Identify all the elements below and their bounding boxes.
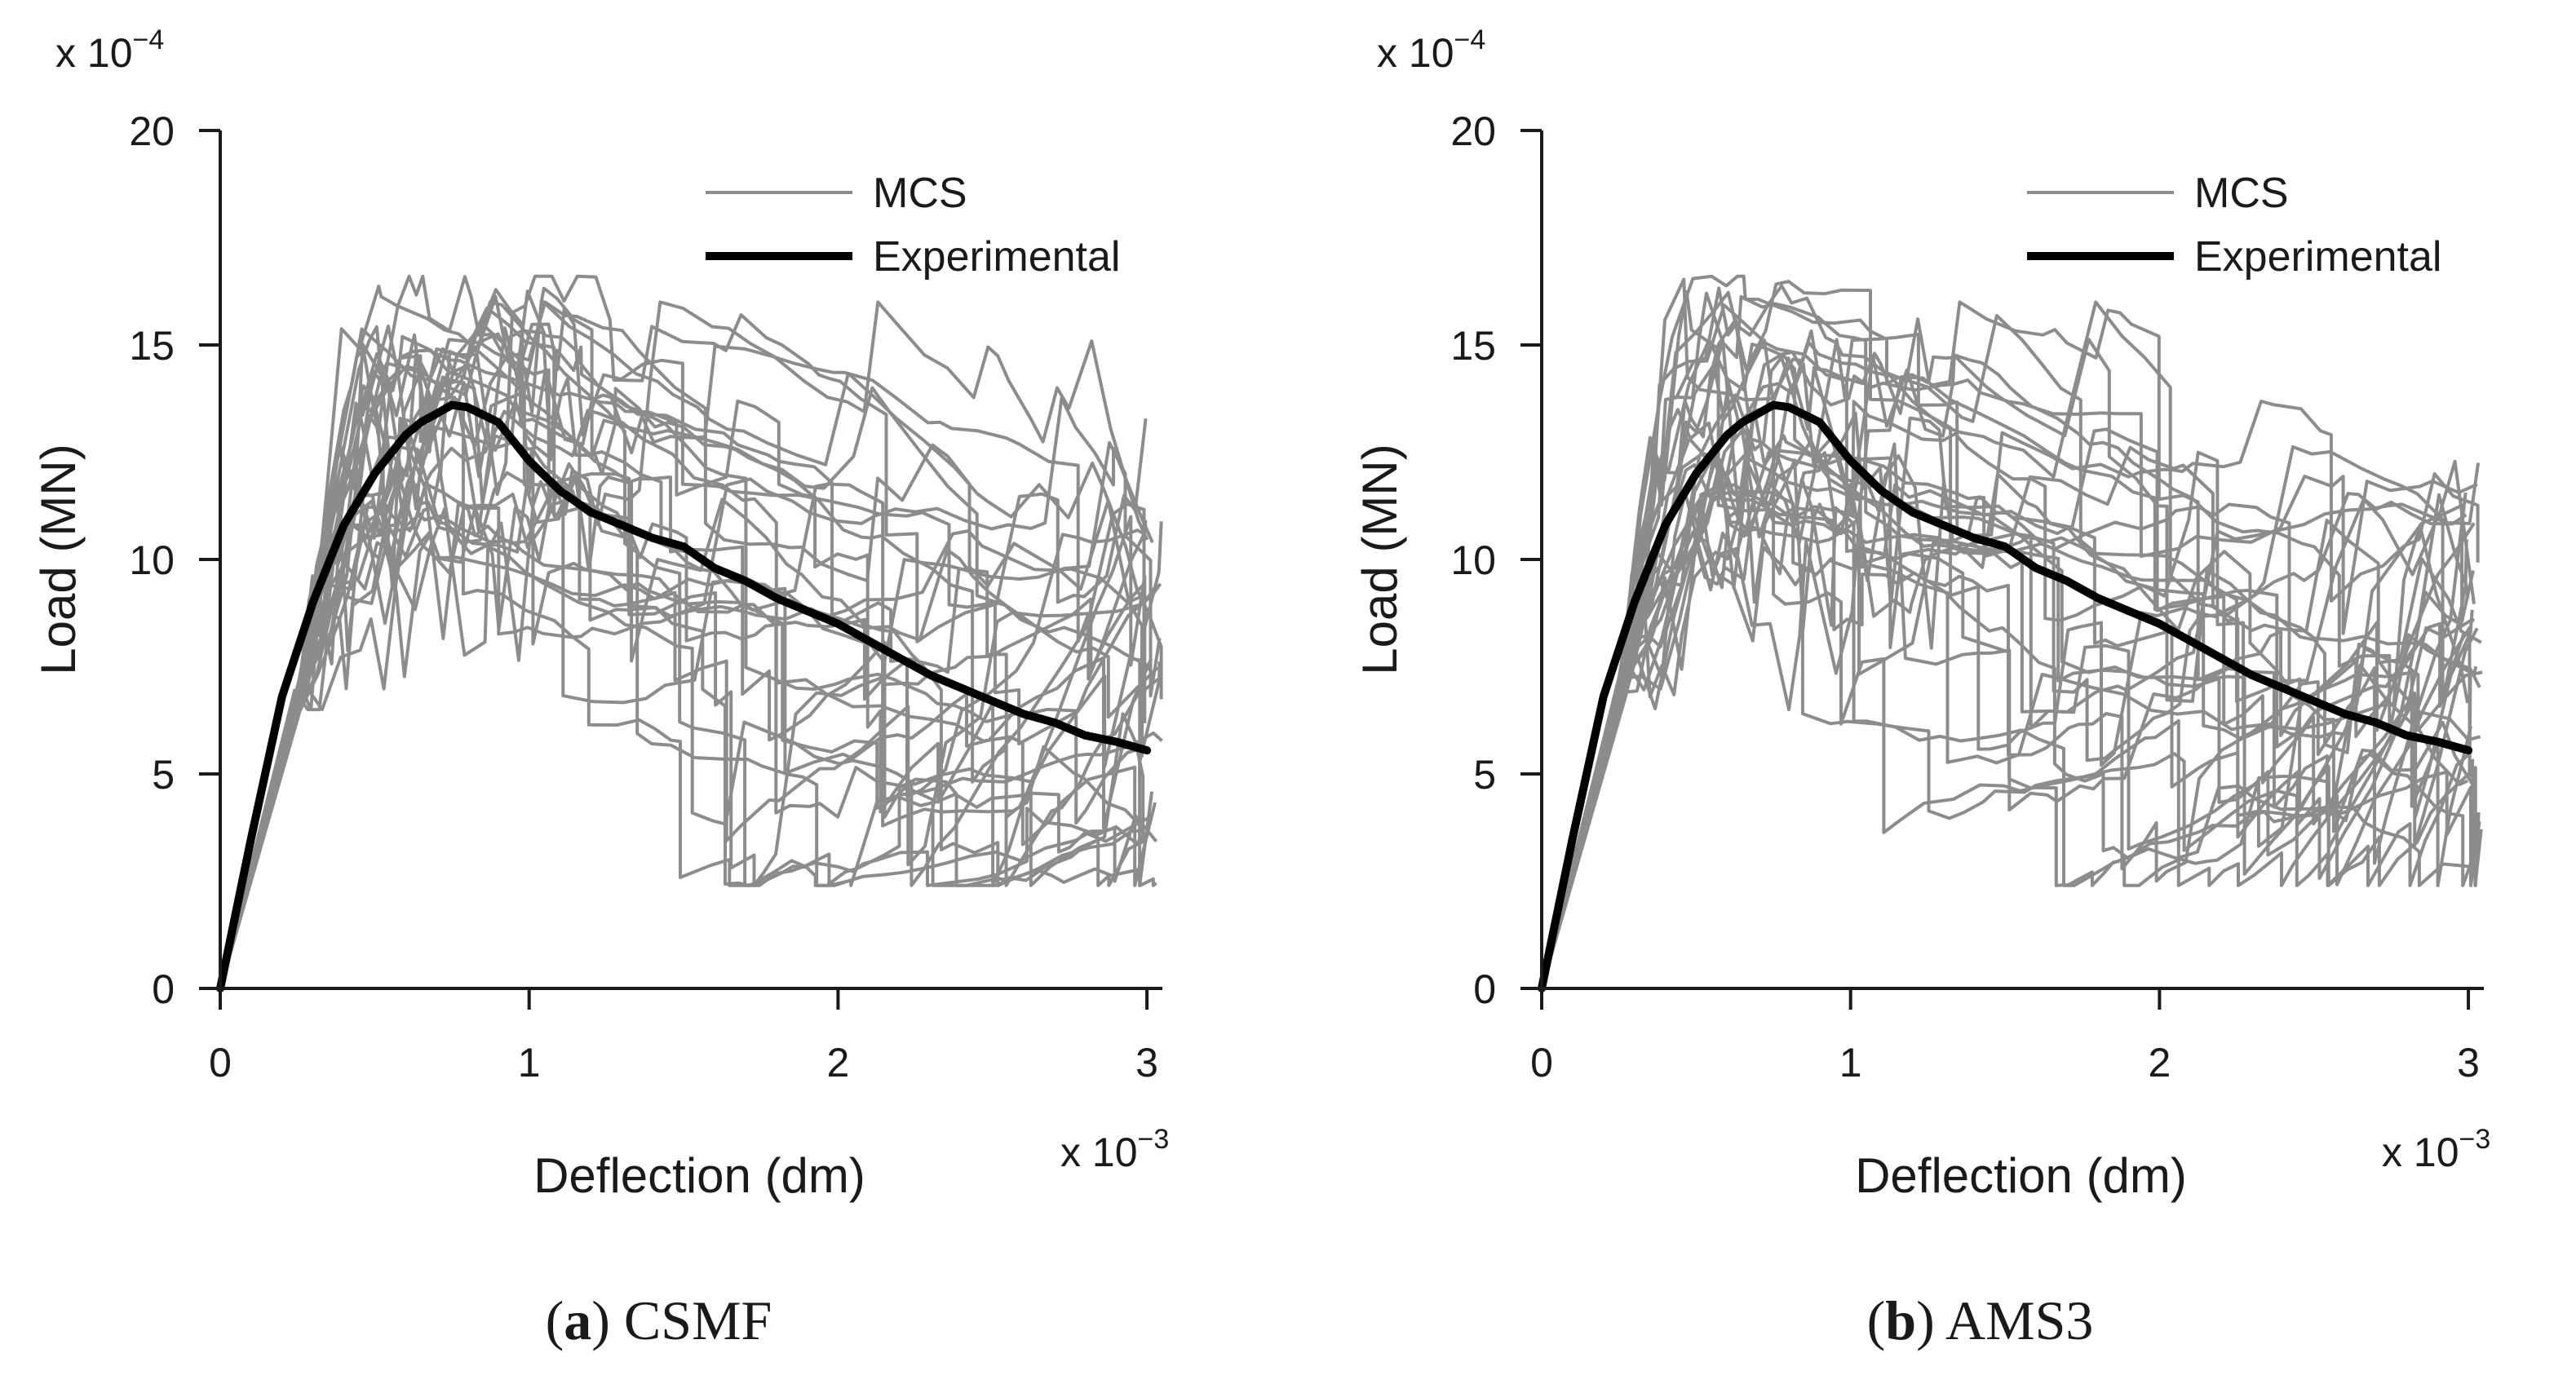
caption-name: AMS3 (1945, 1289, 2093, 1351)
y-tick-label: 0 (1473, 966, 1496, 1012)
mcs-series-line (1540, 506, 2470, 989)
y-multiplier-label: x 10−4 (55, 24, 164, 76)
x-multiplier-label: x 10−3 (1060, 1124, 1169, 1175)
mcs-series-line (1540, 317, 2481, 989)
panel-caption: (b) AMS3 (1867, 1289, 2094, 1351)
y-tick-label: 10 (129, 537, 175, 583)
mcs-series-line (219, 466, 1159, 989)
mcs-series-line (219, 480, 1149, 989)
mcs-series-line (1540, 506, 2469, 989)
x-axis-title: Deflection (dm) (1855, 1148, 2187, 1203)
x-multiplier-base: x 10 (2382, 1130, 2459, 1175)
experimental-series-group (216, 400, 1152, 993)
mcs-series-line (219, 307, 1162, 989)
mcs-series-line (219, 300, 1163, 989)
legend-label-mcs: MCS (2194, 170, 2289, 217)
mcs-series-line (1540, 444, 2468, 989)
x-multiplier-exponent: −3 (1138, 1124, 1170, 1155)
axes: 0 5 10 15 20 0 1 2 3 (1450, 108, 2484, 1085)
mcs-series-line (1540, 338, 2478, 989)
y-multiplier-exponent: −4 (133, 24, 165, 55)
x-tick-label: 3 (1135, 1040, 1158, 1085)
x-tick-label: 1 (1839, 1040, 1862, 1085)
panel-caption: (a) CSMF (546, 1289, 772, 1351)
chart-panel-a: 0 5 10 15 20 0 1 2 3 MCS Experimental Deflection … (31, 24, 1169, 1351)
experimental-series-group (1538, 400, 2473, 993)
caption-paren-open: ( (546, 1289, 564, 1351)
x-multiplier-base: x 10 (1060, 1130, 1138, 1175)
mcs-series-line (1540, 436, 2483, 989)
y-multiplier-base: x 10 (1377, 30, 1454, 76)
x-multiplier-exponent: −3 (2459, 1124, 2491, 1155)
axes: 0 5 10 15 20 0 1 2 3 (129, 108, 1162, 1085)
x-multiplier-label: x 10−3 (2382, 1124, 2490, 1175)
y-tick-label: 20 (129, 108, 175, 154)
mcs-series-line (1540, 290, 2473, 989)
mcs-series-line (219, 300, 1149, 989)
x-tick-label: 0 (1530, 1040, 1553, 1085)
x-tick-label: 0 (209, 1040, 232, 1085)
x-axis-title: Deflection (dm) (533, 1148, 865, 1203)
chart-panel-b: 0 5 10 15 20 0 1 2 3 MCS Experimental Deflection … (1352, 24, 2490, 1351)
mcs-series-line (219, 364, 1162, 989)
legend-label-experimental: Experimental (2194, 233, 2441, 281)
mcs-series-line (219, 321, 1162, 989)
y-tick-label: 10 (1450, 537, 1496, 583)
legend-label-experimental: Experimental (873, 233, 1120, 281)
mcs-series-line (219, 332, 1145, 989)
caption-paren-close: ) (591, 1289, 624, 1351)
mcs-series-line (219, 306, 1150, 989)
y-tick-label: 5 (152, 752, 175, 798)
mcs-series-line (1540, 453, 2463, 989)
mcs-series-line (1540, 450, 2470, 989)
labels: Deflection (dm)Load (MN)x 10−4x 10−3(b) … (1352, 24, 2490, 1351)
x-tick-label: 3 (2457, 1040, 2480, 1085)
y-multiplier-base: x 10 (55, 30, 133, 76)
labels: Deflection (dm)Load (MN)x 10−4x 10−3(a) … (31, 24, 1169, 1351)
mcs-series-line (1540, 411, 2479, 989)
mcs-series-line (219, 274, 1148, 989)
caption-paren-close: ) (1916, 1289, 1945, 1351)
x-tick-label: 1 (518, 1040, 541, 1085)
mcs-series-line (1540, 449, 2481, 989)
mcs-series-line (219, 300, 1144, 989)
mcs-series-line (1540, 303, 2481, 989)
y-multiplier-exponent: −4 (1454, 24, 1486, 55)
caption-letter: b (1885, 1289, 1916, 1351)
y-tick-label: 15 (1450, 323, 1496, 369)
y-multiplier-label: x 10−4 (1377, 24, 1485, 76)
legend: MCS Experimental (706, 170, 1120, 281)
x-tick-label: 2 (2148, 1040, 2171, 1085)
legend-label-mcs: MCS (873, 170, 967, 217)
mcs-series-group (219, 274, 1163, 989)
y-tick-label: 5 (1473, 752, 1496, 798)
y-axis-title: Load (MN) (1352, 444, 1407, 674)
y-tick-label: 15 (129, 323, 175, 369)
legend: MCS Experimental (2027, 170, 2441, 281)
caption-letter: a (564, 1289, 591, 1351)
caption-paren-open: ( (1867, 1289, 1886, 1351)
mcs-series-line (1540, 338, 2475, 989)
y-tick-label: 0 (152, 966, 175, 1012)
y-tick-label: 20 (1450, 108, 1496, 154)
caption-name: CSMF (624, 1289, 772, 1351)
y-axis-title: Load (MN) (31, 444, 86, 674)
experimental-series-line (1538, 400, 2473, 993)
x-tick-label: 2 (826, 1040, 849, 1085)
experimental-series-line (216, 400, 1152, 993)
mcs-series-group (1540, 274, 2483, 989)
mcs-series-line (1540, 274, 2476, 989)
